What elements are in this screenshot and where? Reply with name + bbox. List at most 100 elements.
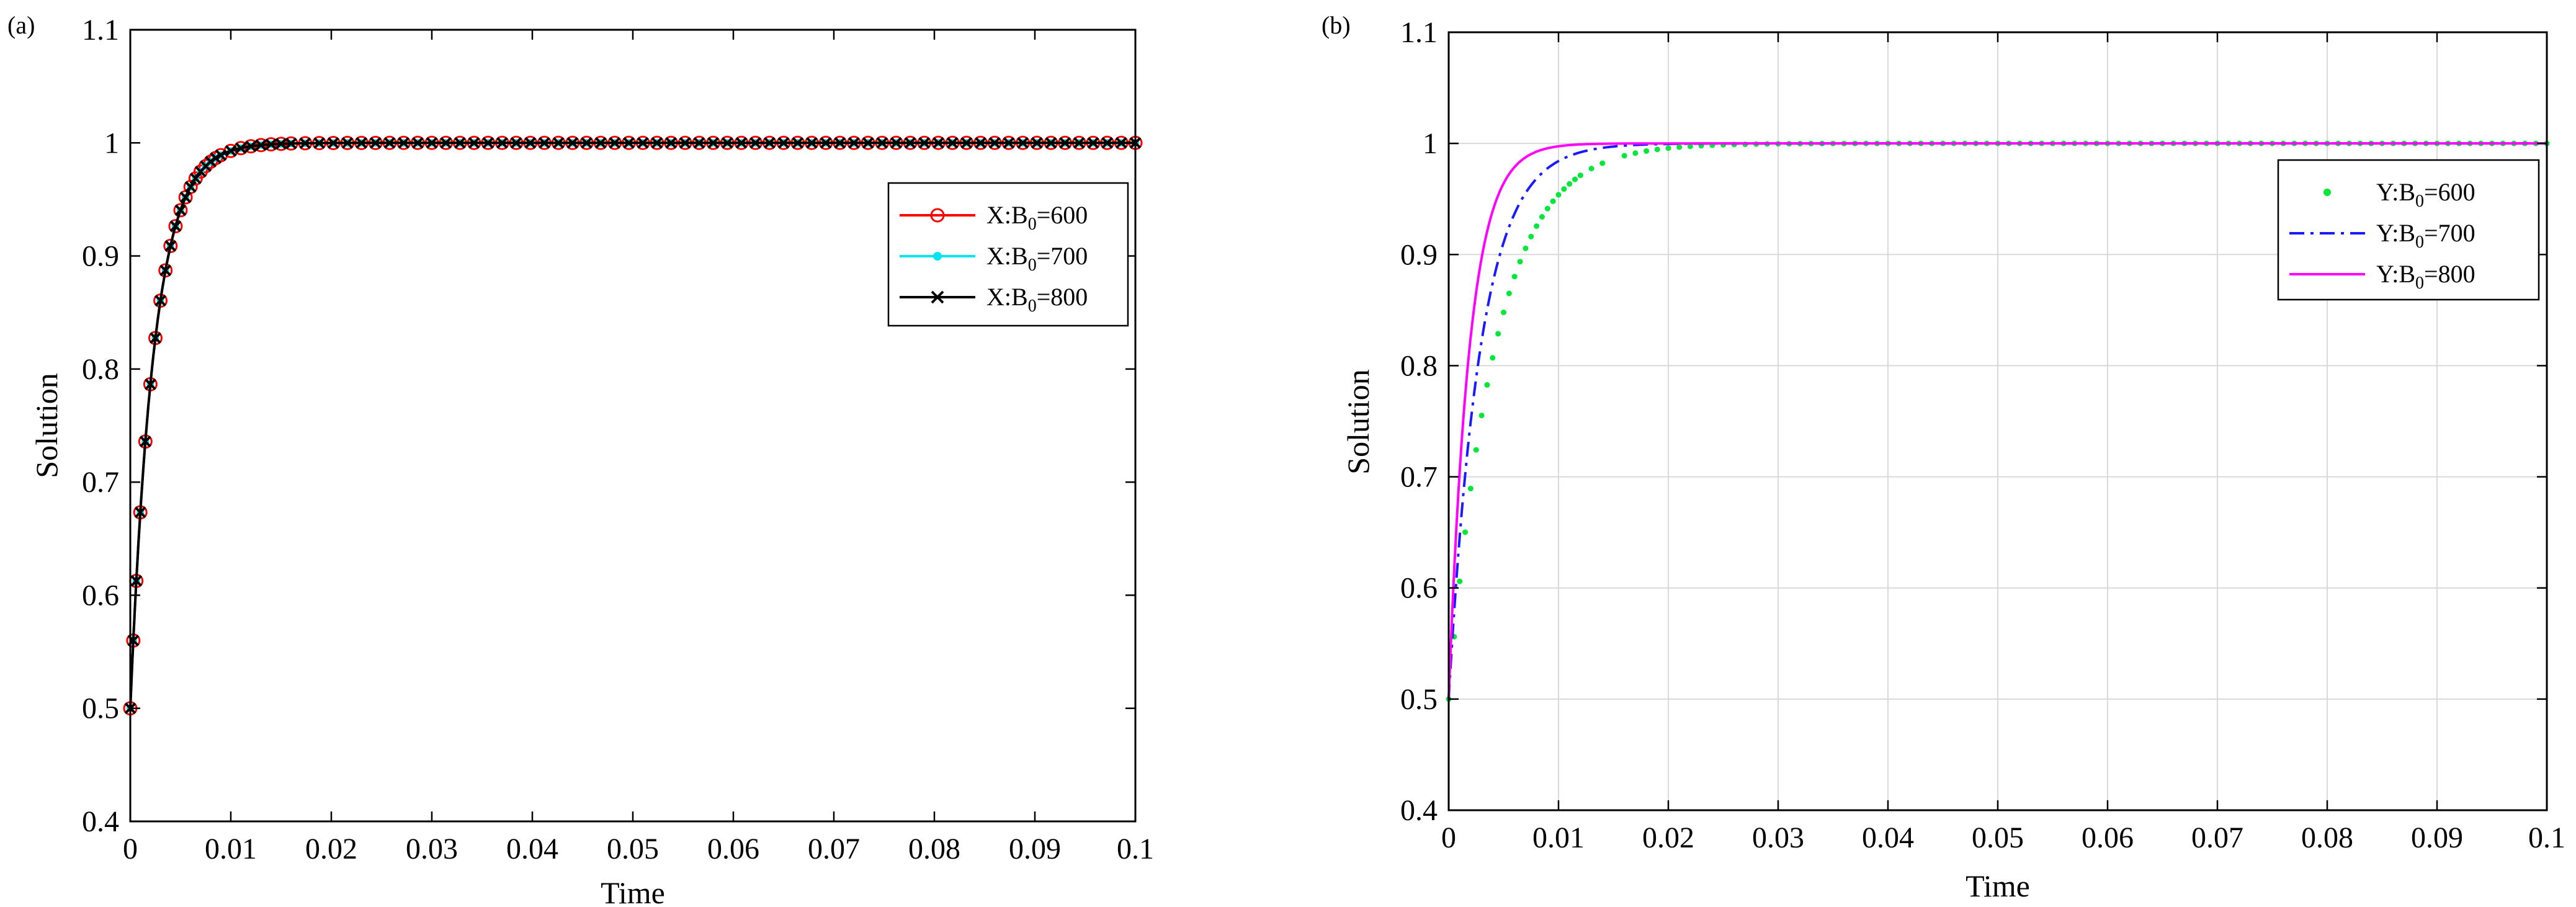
panel-b-series-600-marker: [1528, 233, 1534, 239]
panel-a-series-800-marker: [749, 136, 762, 149]
panel-a-curves: [123, 135, 1143, 716]
panel-a-xtick-label: 0.08: [908, 833, 960, 865]
panel-a-series-800-marker: [184, 181, 197, 193]
panel-a-series-800-marker: [1087, 136, 1099, 149]
panel-b-curves: [1446, 140, 2550, 702]
panel-b-series-600-marker: [1484, 382, 1490, 388]
panel-a-xtick-label: 0.01: [205, 833, 257, 865]
panel-a-series-800-marker: [1031, 136, 1043, 149]
panel-a-series-800-marker: [988, 136, 1001, 149]
panel-a-series-800-marker: [235, 142, 247, 154]
panel-b-series-600-marker: [1473, 447, 1479, 453]
panel-b-xtick-label: 0.01: [1532, 821, 1585, 854]
panel-a-legend-entry-600-marker-sample: [930, 208, 945, 223]
panel-a-series-800-marker: [159, 264, 172, 277]
panel-a-series-800-marker: [1073, 136, 1085, 149]
panel-a-series-800-marker: [805, 136, 818, 149]
panel-b-xtick-label: 0.02: [1642, 821, 1694, 854]
panel-a-series-800-marker: [946, 136, 959, 149]
panel-a-series-800-marker: [383, 136, 396, 149]
panel-b-series-600-marker: [1506, 290, 1512, 297]
panel-b-series-600-marker: [1588, 166, 1594, 172]
panel-a-series-800-marker: [189, 172, 202, 185]
panel-b-series-600-marker: [1577, 172, 1583, 179]
panel-b-series-600-marker: [1501, 310, 1506, 316]
panel-a-series-800-marker: [275, 138, 287, 150]
panel-b-xtick-label: 0.07: [2191, 821, 2243, 854]
panel-a-series-800-marker: [398, 136, 410, 149]
panel-a-series-800-marker: [539, 136, 550, 149]
panel-b-series-600-marker: [1478, 413, 1485, 419]
panel-a-series-800-marker: [960, 136, 973, 149]
panel-a-series-800-marker: [154, 295, 167, 306]
panel-a-xtick-label: 0.1: [1117, 833, 1154, 865]
panel-a-series-800-marker: [468, 136, 480, 149]
panel-a-legend-entry-800-marker-sample: [931, 290, 944, 304]
panel-b-xtick-label: 0.05: [1972, 821, 2024, 854]
panel-a: (a) 0 0.01 0.02 0.03 0.04 0.05 0.06 0.07 0.08 0.0…: [7, 11, 1154, 907]
panel-a-label: (a): [7, 11, 35, 39]
panel-a-xlabel: Time: [601, 875, 665, 907]
panel-a-legend-box: [887, 182, 1129, 327]
panel-a-series-800-marker: [255, 139, 267, 151]
panel-a-series-800-marker: [792, 136, 804, 149]
panel-a-xtick-label: 0.03: [406, 833, 458, 865]
panel-a-series-800-marker: [369, 136, 382, 149]
panel-a-series-800-marker: [411, 136, 424, 149]
panel-b-series-600-marker: [1517, 259, 1523, 265]
panel-b-series-600-marker: [1467, 486, 1474, 492]
panel-b: (b) 0 0.01 0.02 0.03 0.04 0.05 0.06 0.07 0.08 0.0…: [1322, 11, 2565, 903]
panel-b-ylabel: Solution: [1341, 369, 1375, 474]
panel-a-ytick-label: 0.6: [82, 579, 119, 612]
panel-a-series-800-marker: [975, 136, 986, 149]
panel-b-series-600-marker: [1632, 150, 1639, 156]
panel-a-legend-entry-800-label: X:B0=800: [986, 283, 1088, 316]
panel-a-series-800-marker: [454, 136, 466, 149]
panel-a-ytick-label: 1.1: [82, 14, 119, 47]
panel-a-series-800-marker: [581, 136, 593, 149]
panel-a-series-800-marker: [763, 136, 776, 149]
panel-a-series-800-marker: [552, 136, 565, 149]
panel-a-series-800-marker: [594, 136, 607, 149]
panel-b-ytick-label: 0.6: [1400, 572, 1438, 605]
panel-b-axes-frame: [1447, 31, 2548, 811]
panel-b-legend-box: [2277, 159, 2540, 301]
panel-a-series-800-marker: [651, 136, 663, 149]
panel-a-series-800-marker: [834, 136, 846, 149]
panel-a-series-800-marker: [918, 136, 931, 149]
panel-a-xtick-label: 0.06: [707, 833, 759, 865]
panel-a-xtick-label: 0.07: [808, 833, 860, 865]
panel-b-series-800-line: [1447, 142, 2547, 699]
panel-a-series-800-marker: [482, 136, 494, 149]
panel-a-series-800-marker: [139, 436, 151, 448]
panel-a-series-800-marker: [932, 136, 944, 149]
panel-a-series-800-marker: [225, 145, 237, 157]
panel-a-xtick-label: 0: [123, 833, 138, 865]
panel-a-ytick-label: 0.4: [82, 805, 119, 838]
panel-a-axes-frame: [129, 29, 1137, 823]
panel-b-legend-entry-800-label: Y:B0=800: [2376, 260, 2475, 293]
panel-b-xtick-label: 0.06: [2082, 821, 2134, 854]
panel-b-series-600-marker: [1555, 192, 1562, 198]
panel-a-series-600-marker: [168, 219, 183, 234]
panel-a-series-800-marker: [1115, 136, 1127, 149]
panel-b-ytick-label: 0.5: [1400, 683, 1438, 716]
panel-b-series-600-marker: [1511, 274, 1518, 280]
panel-b-ytick-label: 1: [1423, 127, 1438, 160]
panel-b-series-600-marker: [1550, 198, 1556, 204]
panel-a-xtick-label: 0.02: [305, 833, 357, 865]
panel-b-series-600-marker: [1457, 578, 1463, 584]
panel-a-ytick-label: 1: [104, 127, 119, 159]
panel-b-ytick-label: 0.9: [1400, 238, 1438, 271]
panel-b-xtick-label: 0.1: [2528, 821, 2565, 854]
panel-a-series-800-marker: [524, 136, 537, 149]
panel-b-series-600-marker: [1676, 144, 1683, 150]
panel-a-series-800-marker: [510, 136, 522, 149]
panel-a-series-800-marker: [164, 240, 177, 252]
panel-a-series-800-marker: [679, 136, 691, 149]
panel-a-series-600-marker: [163, 238, 178, 253]
panel-a-series-800-marker: [890, 136, 902, 149]
panel-b-ytick-label: 0.4: [1400, 794, 1438, 827]
panel-a-series-800-marker: [150, 332, 161, 344]
